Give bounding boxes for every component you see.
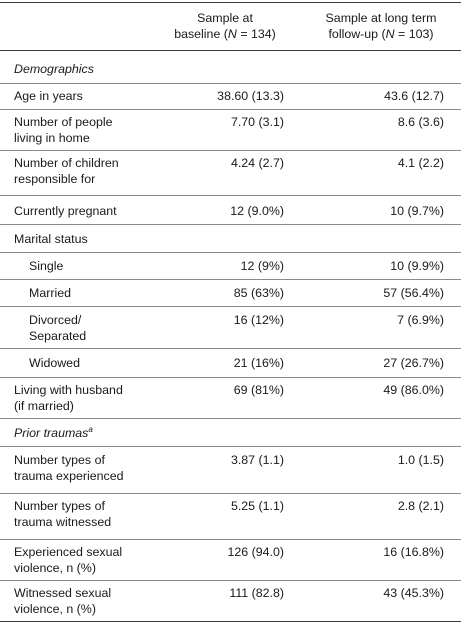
- header-followup: Sample at long term follow-up (N = 103): [306, 10, 456, 42]
- cell-followup: 16 (16.8%): [383, 545, 444, 559]
- row-divider: [0, 279, 461, 280]
- cell-baseline: 126 (94.0): [227, 545, 284, 559]
- cell-followup: 43.6 (12.7): [384, 89, 444, 103]
- section-demographics: Demographics: [14, 62, 94, 76]
- cell-baseline: 7.70 (3.1): [230, 115, 284, 129]
- section-prior-traumas: Prior traumasa: [14, 424, 93, 440]
- cell-followup: 43 (45.3%): [383, 586, 444, 600]
- row-label: Experienced sexual violence, n (%): [14, 545, 123, 575]
- cell-baseline: 111 (82.8): [229, 586, 284, 600]
- row-divider: [0, 150, 461, 151]
- row-label: Number of children responsible for: [14, 156, 119, 186]
- row-label: Married: [29, 286, 71, 300]
- row-divider: [0, 418, 461, 419]
- cell-followup: 10 (9.9%): [390, 259, 444, 273]
- header-followup-line2: follow-up (N = 103): [328, 27, 434, 41]
- cell-followup: 7 (6.9%): [397, 313, 444, 327]
- row-label: Number types of trauma witnessed: [14, 499, 112, 529]
- row-label: Number of people living in home: [14, 115, 113, 145]
- cell-followup: 8.6 (3.6): [397, 115, 444, 129]
- cell-followup: 10 (9.7%): [390, 204, 444, 218]
- cell-baseline: 12 (9%): [240, 259, 284, 273]
- header-baseline-line2: baseline (N = 134): [174, 27, 276, 41]
- cell-followup: 57 (56.4%): [383, 286, 444, 300]
- cell-baseline: 38.60 (13.3): [217, 89, 284, 103]
- cell-followup: 2.8 (2.1): [397, 499, 444, 513]
- row-divider: [0, 306, 461, 307]
- cell-baseline: 16 (12%): [233, 313, 284, 327]
- cell-baseline: 4.24 (2.7): [230, 156, 284, 170]
- row-label: Currently pregnant: [14, 204, 117, 218]
- row-label: Living with husband (if married): [14, 383, 123, 413]
- row-divider: [0, 580, 461, 581]
- row-divider: [0, 493, 461, 494]
- row-divider: [0, 252, 461, 253]
- cell-followup: 1.0 (1.5): [397, 453, 444, 467]
- top-rule: [0, 2, 461, 3]
- row-divider: [0, 539, 461, 540]
- cell-baseline: 69 (81%): [233, 383, 284, 397]
- bottom-rule: [0, 621, 461, 622]
- row-divider: [0, 377, 461, 378]
- cell-baseline: 12 (9.0%): [230, 204, 284, 218]
- row-label: Marital status: [14, 232, 88, 246]
- row-divider: [0, 195, 461, 196]
- cell-baseline: 85 (63%): [233, 286, 284, 300]
- cell-followup: 49 (86.0%): [383, 383, 444, 397]
- cell-baseline: 21 (16%): [233, 356, 284, 370]
- header-baseline-line1: Sample at: [197, 11, 253, 25]
- row-label: Single: [29, 259, 64, 273]
- header-rule: [0, 50, 461, 51]
- row-divider: [0, 348, 461, 349]
- row-label: Number types of trauma experienced: [14, 453, 124, 483]
- row-divider: [0, 109, 461, 110]
- header-followup-line1: Sample at long term: [325, 11, 437, 25]
- row-divider: [0, 446, 461, 447]
- cell-baseline: 5.25 (1.1): [230, 499, 284, 513]
- row-label: Age in years: [14, 89, 83, 103]
- header-baseline: Sample at baseline (N = 134): [160, 10, 290, 42]
- row-divider: [0, 83, 461, 84]
- row-label: Widowed: [29, 356, 80, 370]
- cell-followup: 27 (26.7%): [383, 356, 444, 370]
- row-label: Divorced/Separated: [29, 313, 87, 343]
- cell-baseline: 3.87 (1.1): [230, 453, 284, 467]
- row-divider: [0, 224, 461, 225]
- row-label: Witnessed sexual violence, n (%): [14, 586, 112, 616]
- cell-followup: 4.1 (2.2): [397, 156, 444, 170]
